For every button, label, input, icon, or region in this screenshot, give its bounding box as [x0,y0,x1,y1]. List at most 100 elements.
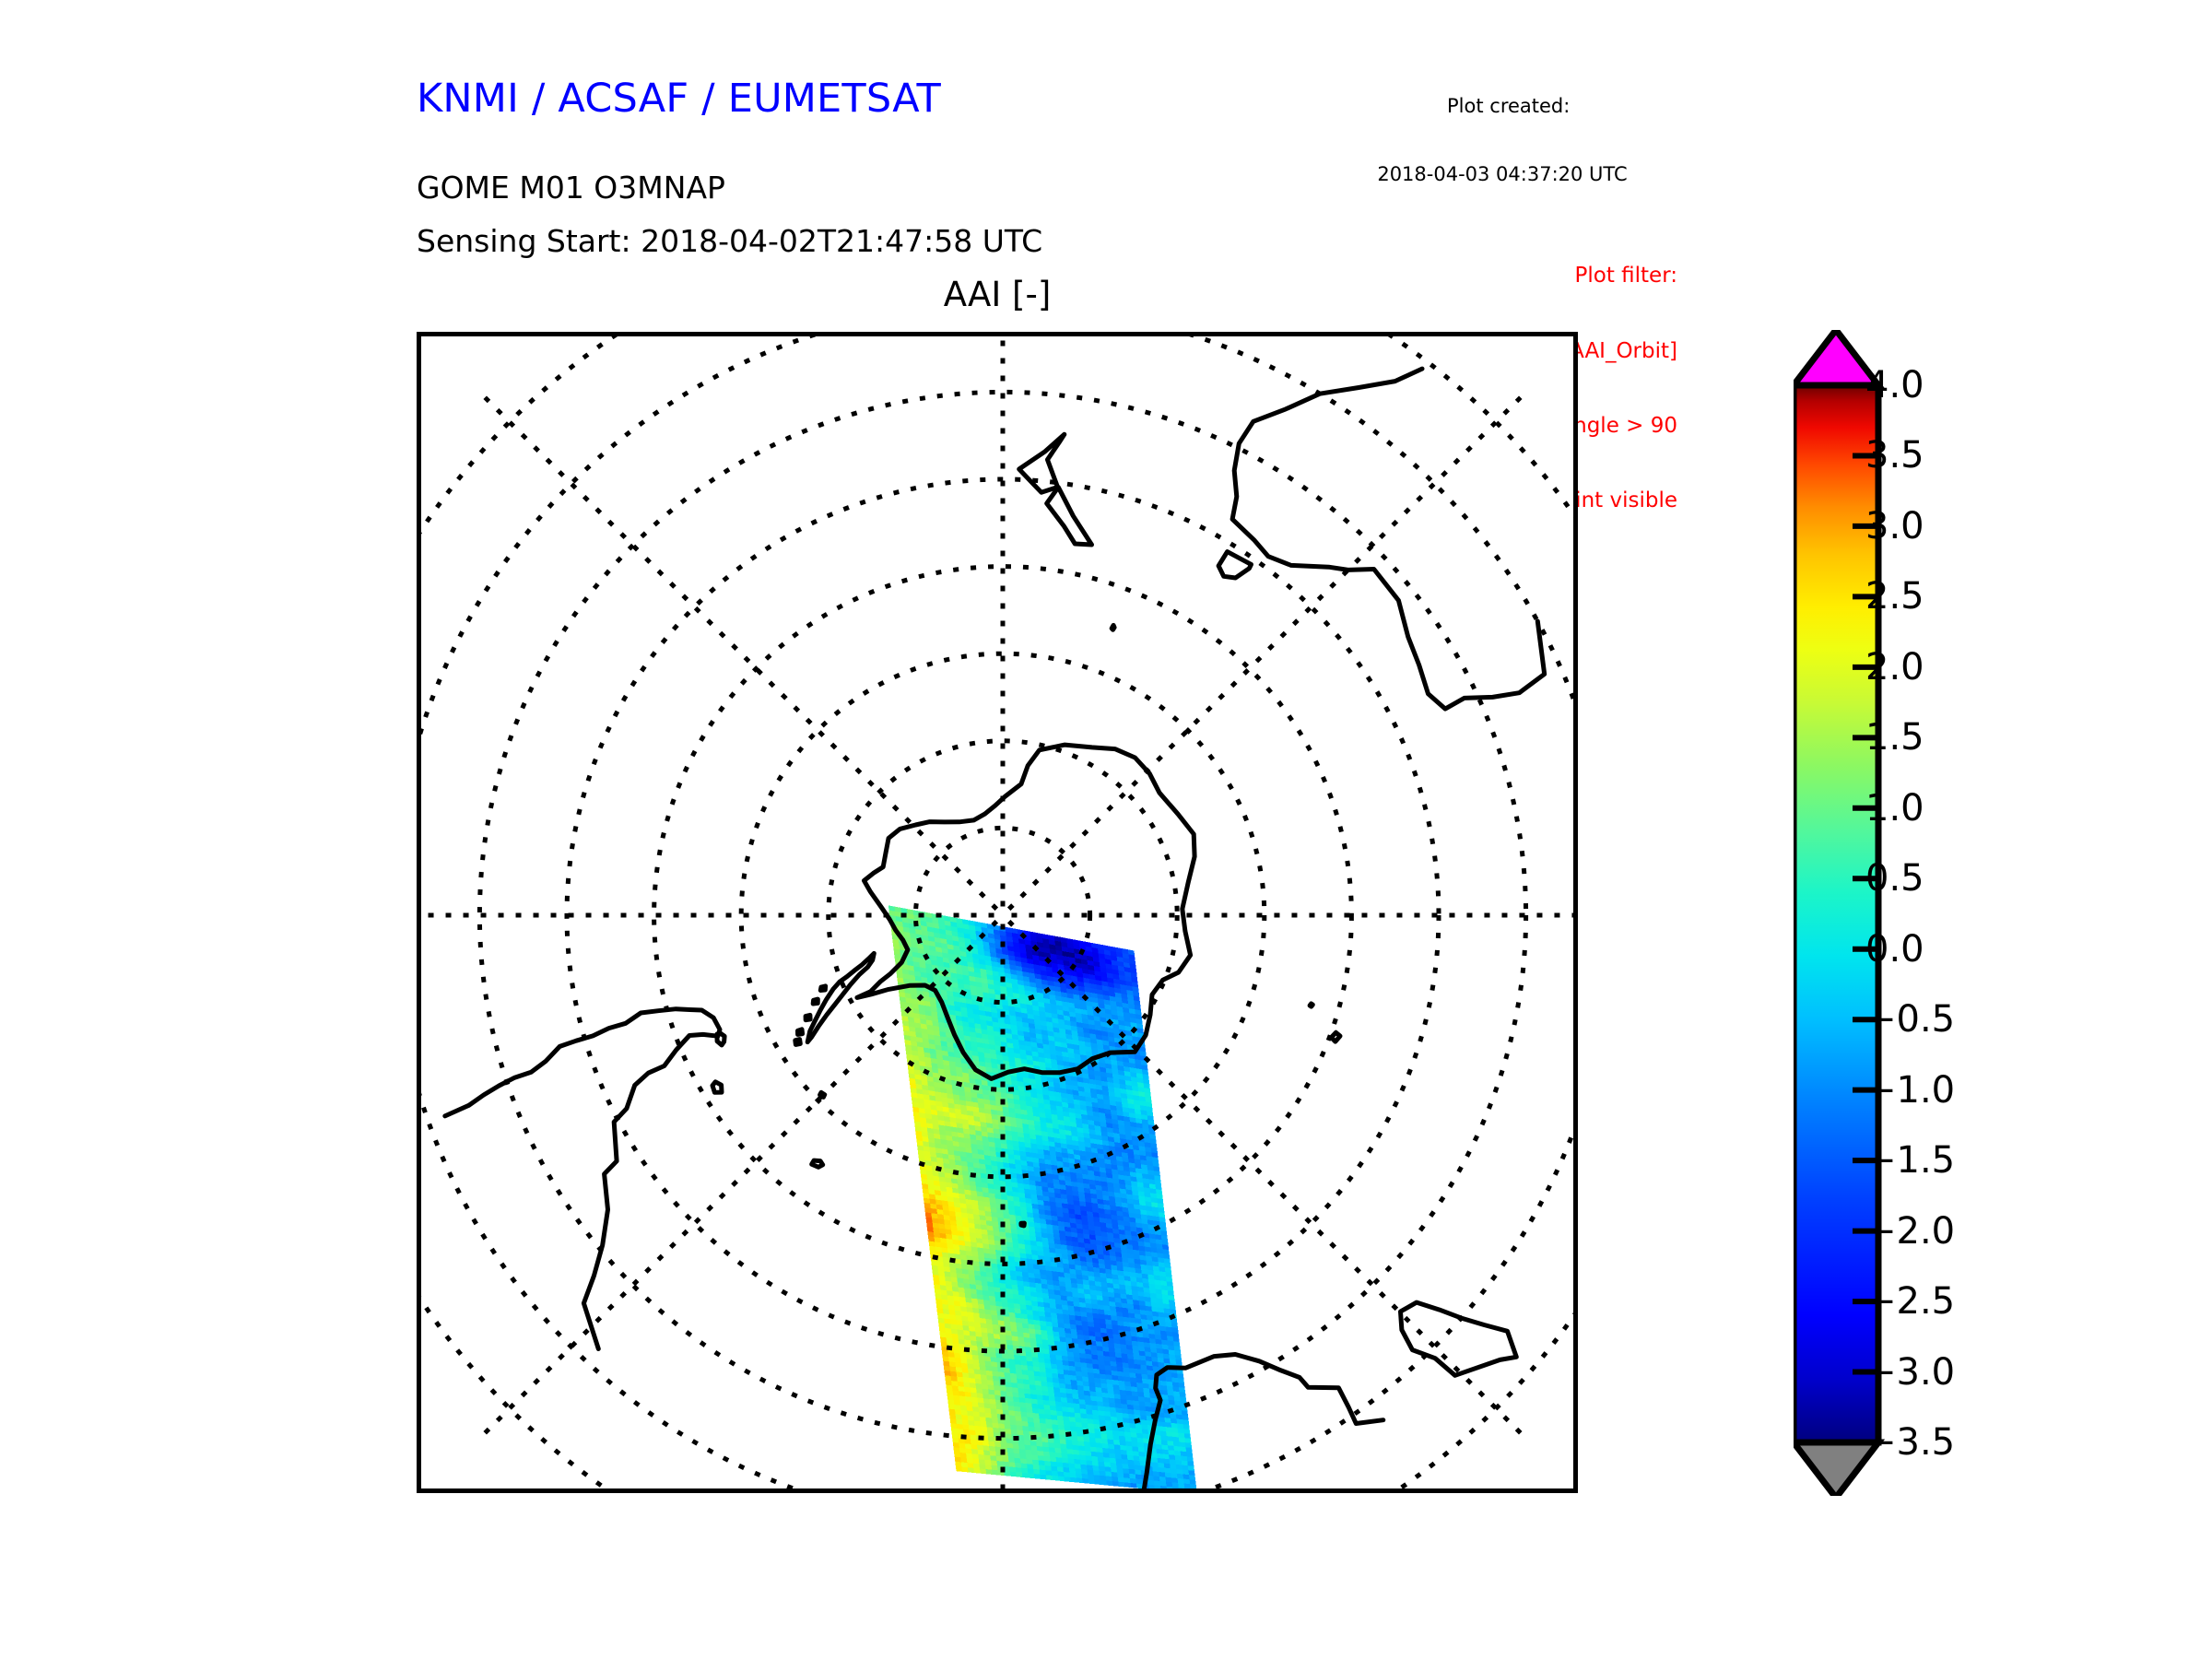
swath-cell [1158,1257,1165,1264]
colorbar[interactable]: 4.0 3.5 3.0 2.5 2.0 1.5 1.0 0.5 0.0 −0.5 −1.0 −1.5−… [1794,330,2144,1496]
swath-cell [1046,1229,1053,1235]
swath-cell [924,1099,931,1105]
swath-cell [1131,1386,1138,1393]
swath-cell [1102,1040,1110,1046]
swath-cell [1012,1443,1019,1450]
swath-cell [1042,1446,1050,1453]
swath-cell [1082,1275,1089,1281]
swath-cell [1076,1375,1083,1382]
swath-cell [951,1432,959,1439]
swath-cell [1060,992,1068,998]
swath-cell [913,1018,921,1024]
swath-cell [1040,1371,1047,1378]
swath-cell [978,1256,985,1263]
swath-cell [908,1021,915,1028]
swath-cell [911,942,918,948]
swath-cell [982,1285,989,1291]
swath-cell [938,1171,946,1178]
swath-cell [1126,1349,1134,1355]
swath-cell [1010,1326,1018,1332]
swath-cell [981,978,988,984]
swath-cell [1023,1332,1030,1338]
swath-cell [1053,1239,1061,1245]
swath-cell [1032,1366,1041,1372]
swath-cell [946,1286,953,1291]
swath-cell [1135,1318,1142,1324]
swath-cell [1063,1010,1070,1017]
swath-cell [1013,942,1020,948]
swath-cell [1070,1328,1077,1335]
swath-cell [992,1221,999,1228]
swath-cell [1006,941,1014,947]
swath-cell [1022,1379,1030,1385]
swath-cell [917,1051,925,1057]
swath-cell [979,1015,986,1021]
swath-cell [1030,1032,1037,1039]
swath-cell [1092,1262,1100,1268]
swath-cell [948,1361,956,1368]
swath-cell [930,1203,937,1209]
swath-cell [1102,1296,1110,1301]
swath-cell [1068,1264,1076,1270]
swath-cell [937,919,946,925]
swath-cell [933,1180,940,1186]
swath-cell [1141,1324,1148,1329]
swath-cell [1087,1015,1095,1021]
swath-cell [1013,1048,1020,1054]
swath-cell [936,1261,944,1267]
swath-cell [963,1184,971,1191]
map-axes[interactable] [417,332,1578,1493]
swath-cell [1049,999,1057,1006]
swath-cell [973,967,981,973]
swath-cell [989,1451,996,1456]
swath-cell [1076,1274,1083,1280]
swath-cell [1005,926,1012,933]
swath-cell [1138,1195,1146,1202]
swath-cell [1144,1396,1151,1403]
swath-cell [1144,1241,1151,1248]
swath-cell [943,1209,950,1216]
swath-cell [941,1247,948,1253]
swath-cell [1060,1041,1068,1048]
swath-cell [1043,1205,1051,1211]
swath-cell [966,1354,973,1360]
swath-cell [1124,1325,1131,1332]
swath-cell [959,1395,966,1402]
swath-cell [1094,1277,1101,1282]
swath-cell [1051,1415,1058,1420]
swath-cell [1059,1028,1066,1034]
swath-cell [1110,1005,1117,1011]
swath-cell [1125,985,1133,992]
swath-cell [1132,1451,1139,1456]
swath-cell [999,1231,1006,1238]
swath-cell [1165,1322,1172,1328]
coastline [1328,1030,1343,1044]
swath-cell [924,912,933,919]
swath-cell [991,1113,998,1120]
swath-cell [1157,1352,1164,1359]
swath-cell [1031,1254,1039,1261]
swath-cell [1124,976,1132,982]
swath-cell [1167,1340,1174,1347]
swath-cell [1128,1058,1135,1065]
swath-cell [1057,1266,1065,1273]
swath-cell [1024,985,1031,992]
swath-cell [979,963,986,970]
swath-cell [1097,1253,1104,1260]
swath-cell [1117,960,1124,967]
swath-cell [1181,1455,1188,1462]
swath-cell [945,1280,952,1287]
swath-cell [1040,1376,1047,1382]
swath-cell [1123,1473,1130,1478]
swath-cell [1069,1324,1077,1330]
swath-cell [990,1258,997,1265]
swath-cell [978,1210,986,1217]
swath-cell [1069,1011,1077,1018]
swath-cell [1046,1021,1053,1028]
swath-cell [940,1092,947,1099]
swath-cell [1105,1471,1112,1477]
swath-cell [1008,1214,1017,1220]
swath-cell [994,1296,1002,1302]
swath-cell [992,966,999,972]
swath-cell [951,1333,959,1339]
